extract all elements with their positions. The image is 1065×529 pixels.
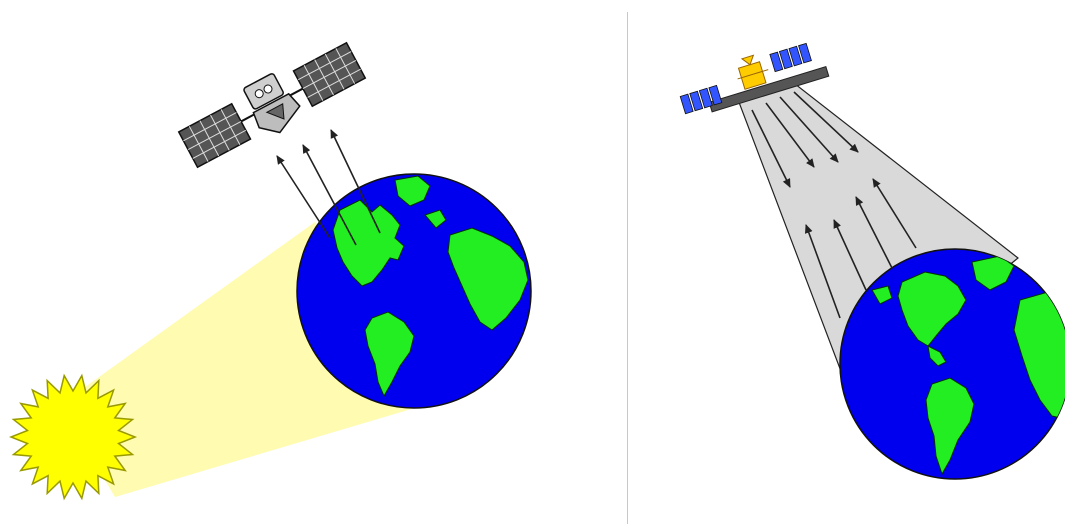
backscatter-arrows — [804, 178, 917, 319]
island-landmass — [871, 285, 893, 305]
radar-antenna — [708, 65, 830, 113]
sun-icon — [8, 373, 138, 501]
satellite-body — [737, 54, 769, 90]
upward-arrow — [330, 129, 381, 234]
north-america-landmass — [897, 271, 967, 347]
reflected-radiation-arrows — [276, 129, 381, 246]
passive-sensing-panel — [8, 41, 532, 501]
solar-panel-left — [177, 102, 252, 169]
downward-arrow — [765, 102, 815, 168]
island-landmass — [424, 209, 447, 229]
satellite-body — [243, 73, 301, 134]
north-america-landmass — [332, 199, 405, 287]
solar-panel-left — [679, 84, 723, 115]
south-america-landmass — [364, 311, 415, 398]
downward-arrow — [751, 109, 791, 188]
south-america-landmass — [925, 377, 975, 476]
transmitted-pulse-arrows — [751, 91, 859, 188]
earth-globe-left — [296, 173, 532, 409]
africa-europe-landmass — [447, 227, 529, 331]
upward-arrow — [804, 224, 841, 319]
earth-globe-right — [839, 248, 1065, 480]
solar-panel-right — [769, 42, 812, 73]
upward-arrow — [872, 178, 917, 249]
upward-arrow — [855, 196, 893, 269]
upward-arrow — [833, 219, 867, 291]
active-sensing-panel — [679, 42, 1065, 480]
upward-arrow — [276, 155, 331, 239]
upward-arrow — [302, 144, 357, 246]
satellite-icon — [679, 42, 830, 115]
downward-arrow — [793, 91, 859, 153]
downward-arrow — [779, 96, 839, 163]
satellite-icon — [177, 41, 367, 169]
solar-panel-right — [292, 41, 367, 108]
greenland-landmass — [394, 175, 431, 207]
central-america-landmass — [927, 345, 947, 367]
